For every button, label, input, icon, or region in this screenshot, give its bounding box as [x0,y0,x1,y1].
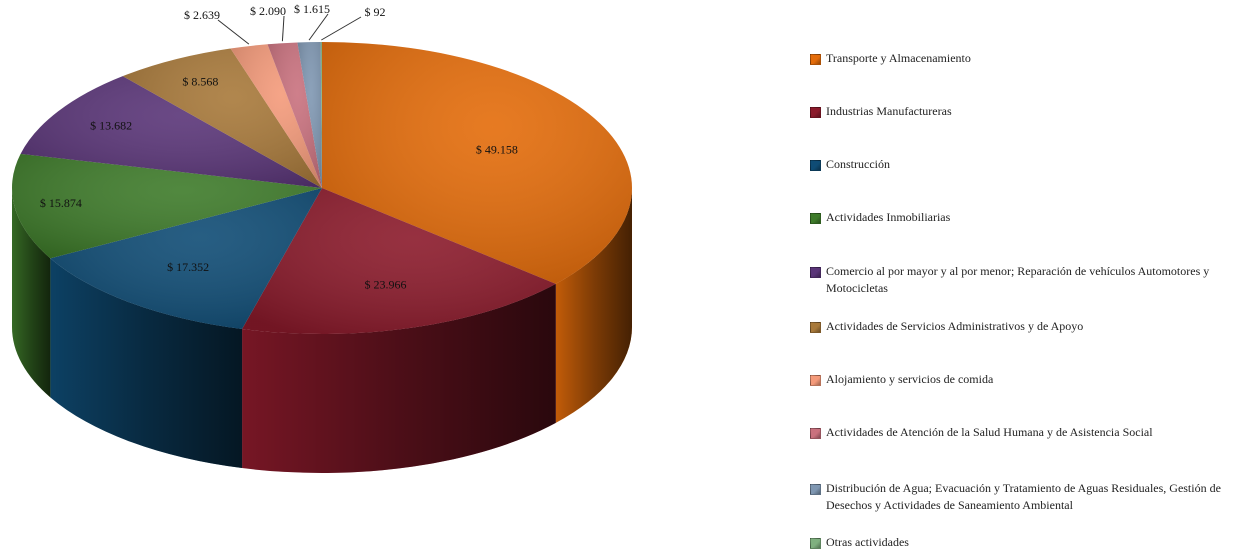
data-label: $ 23.966 [364,277,406,291]
pie-slice-industrias-manufactureras [242,188,556,334]
legend-item: Construcción [808,156,1228,173]
pie-side-actividades-inmobiliarias [11,188,51,398]
legend-item: Actividades Inmobiliarias [808,209,1228,226]
legend-label: Otras actividades [826,535,909,549]
legend-label: Distribución de Agua; Evacuación y Trata… [826,481,1221,512]
legend-item: Transporte y Almacenamiento [808,50,1228,67]
pie-slice-transporte-y-almacenamiento [322,42,632,284]
legend-swatch [810,267,821,278]
legend-label: Alojamiento y servicios de comida [826,372,994,386]
leader-line [217,19,250,45]
pie-side-industrias-manufactureras [242,283,556,473]
legend-item: Actividades de Atención de la Salud Huma… [808,424,1228,441]
legend-item: Comercio al por mayor y al por menor; Re… [808,263,1228,297]
legend-swatch [810,213,821,224]
pie-slice-actividades-de-atencion-de-la-salud-humana-y-de-asistencia-social [267,42,322,188]
legend-swatch [810,322,821,333]
legend-swatch [810,107,821,118]
legend-label: Actividades Inmobiliarias [826,210,951,224]
legend-swatch [810,428,821,439]
legend-item: Distribución de Agua; Evacuación y Trata… [808,480,1228,514]
pie-slice-construccion [50,188,322,330]
data-label: $ 17.352 [167,260,209,274]
leader-line [281,15,285,42]
pie-side-construccion [50,258,243,469]
legend-swatch [810,484,821,495]
data-label: $ 2.090 [250,4,286,18]
data-label: $ 8.568 [182,75,218,89]
pie-side-transporte-y-almacenamiento [555,188,632,423]
legend-swatch [810,54,821,65]
legend-label: Industrias Manufactureras [826,104,952,118]
pie-slice-actividades-de-servicios-administrativos-y-de-apoyo [122,48,322,188]
data-label: $ 13.682 [90,118,132,132]
legend-label: Transporte y Almacenamiento [826,51,971,65]
pie-slice-alojamiento-y-servicios-de-comida [230,44,322,189]
pie-chart: $ 49.158 $ 23.966 $ 17.352 $ 15.874 $ 13.682… [11,2,632,473]
legend-label: Construcción [826,157,890,171]
legend-label: Comercio al por mayor y al por menor; Re… [826,264,1210,295]
leader-line [321,16,362,41]
legend-item: Actividades de Servicios Administrativos… [808,318,1228,335]
pie-slice-comercio-al-por-mayor-y-al-por-menor-reparacion-de-vehiculos-automotores-y-motocicletas [20,76,323,188]
data-label: $ 1.615 [294,2,330,16]
data-label: $ 15.874 [40,196,82,210]
data-label: $ 49.158 [476,142,518,156]
legend-item: Otras actividades [808,534,1228,551]
legend: Transporte y Almacenamiento Industrias Ma… [808,0,1233,550]
pie-slice-otras-actividades [320,42,322,188]
legend-item: Alojamiento y servicios de comida [808,371,1228,388]
legend-swatch [810,160,821,171]
pie-slice-actividades-inmobiliarias [12,153,323,259]
data-label: $ 2.639 [184,8,220,22]
legend-swatch [810,538,821,549]
data-label: $ 92 [365,5,386,19]
legend-swatch [810,375,821,386]
legend-label: Actividades de Servicios Administrativos… [826,319,1084,333]
legend-label: Actividades de Atención de la Salud Huma… [826,425,1153,439]
legend-item: Industrias Manufactureras [808,103,1228,120]
leader-line [308,13,329,41]
pie-slice-distribucion-de-agua-evacuacion-y-tratamiento-de-aguas-residuales-gestion-de-desechos-y-actividades-de-saneamiento-ambiental [297,42,322,188]
